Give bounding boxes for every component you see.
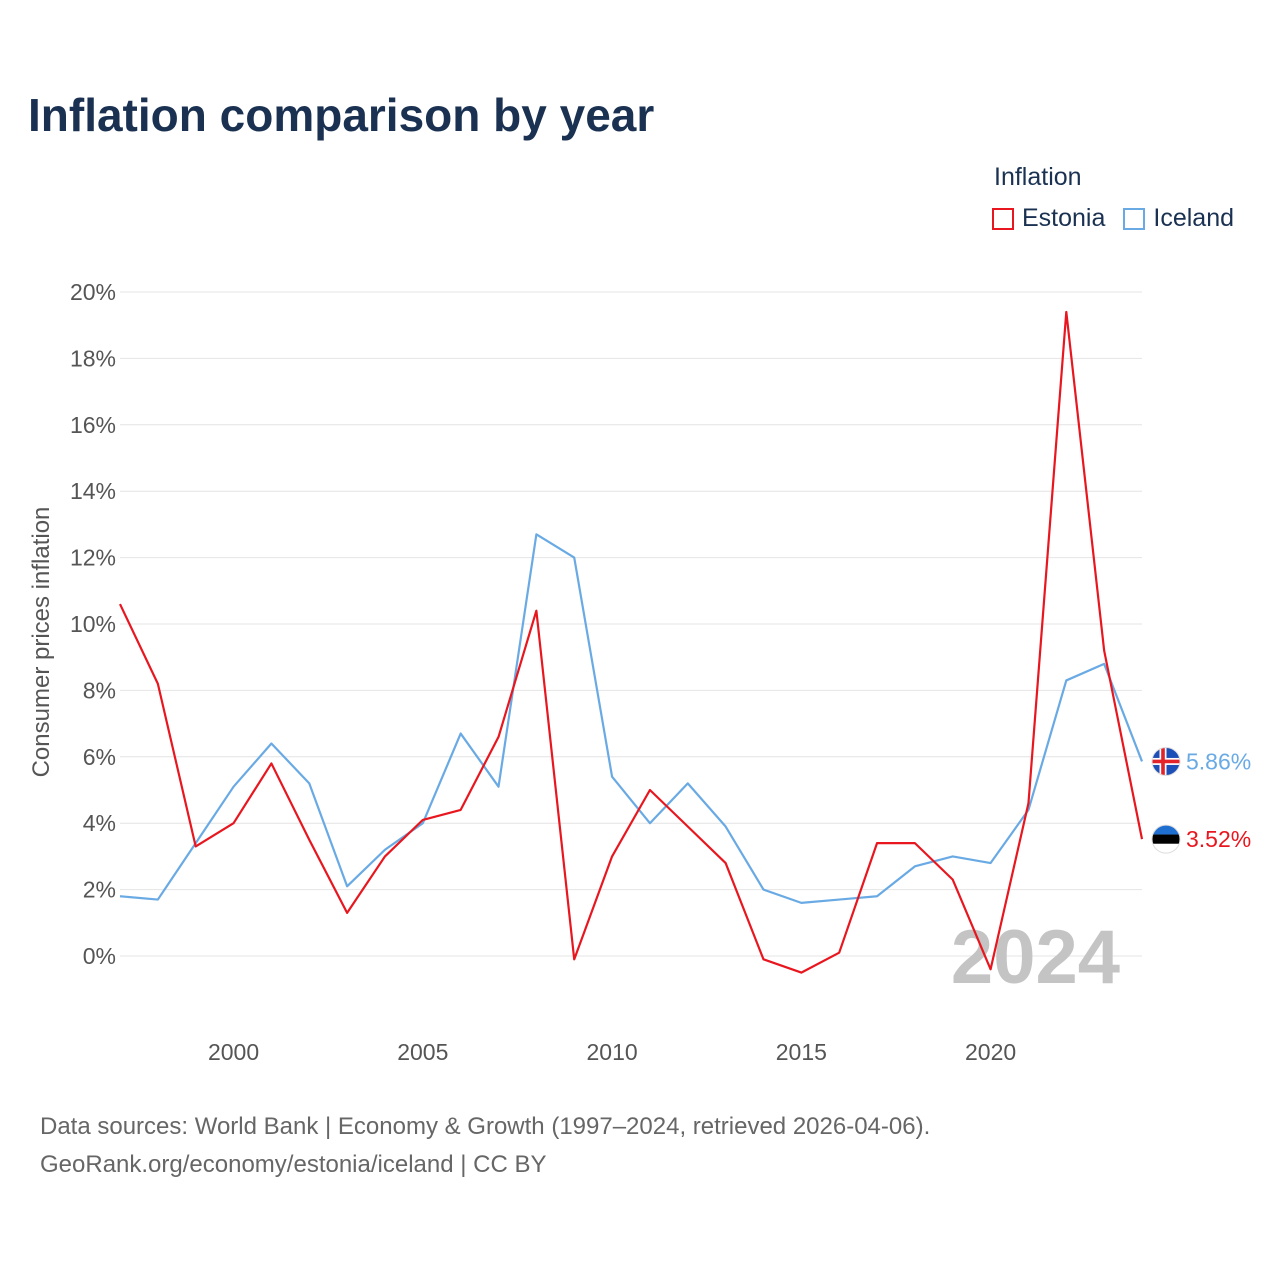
flag-iceland-border [1151,746,1181,776]
legend-swatch-estonia [992,207,1014,230]
y-tick-label: 12% [70,545,116,571]
flag-estonia-icon [1152,825,1180,854]
y-tick-label: 6% [83,744,116,770]
series-line-estonia [119,310,1144,974]
legend-label-estonia: Estonia [1022,204,1106,232]
y-tick-label: 16% [70,412,116,438]
y-tick-label: 14% [70,478,116,504]
chart-title: Inflation comparison by year [28,89,655,141]
end-value-label-iceland: 5.86% [1186,748,1251,774]
end-value-label-estonia: 3.52% [1186,826,1251,852]
legend-swatch-iceland [1123,207,1146,230]
x-tick-label: 2000 [208,1039,259,1065]
flag-iceland-icon [1152,747,1180,776]
x-tick-label: 2015 [776,1039,827,1065]
source-line-1: Data sources: World Bank | Economy & Gro… [40,1113,931,1140]
legend-label-iceland: Iceland [1153,204,1235,232]
x-tick-label: 2020 [965,1039,1016,1065]
legend-item-estonia[interactable]: Estonia [992,204,1105,233]
year-watermark: 2024 [951,915,1120,1000]
x-tick-label: 2010 [586,1039,637,1065]
line-chart: 0% 2% 4% 6% 8% 10% 12% 14% 16% 18% 20% 2000 2005 2010… [70,279,1251,1065]
flag-estonia-border [1151,824,1181,854]
y-tick-label: 20% [70,279,116,305]
x-tick-label: 2005 [397,1039,448,1065]
legend: Estonia Iceland [992,204,1252,233]
source-note: Data sources: World Bank | Economy & Gro… [40,1108,930,1184]
y-tick-label: 4% [83,810,116,836]
y-tick-label: 10% [70,611,116,637]
y-tick-label: 18% [70,345,116,371]
y-tick-label: 2% [83,877,116,903]
series-line-iceland [119,533,1144,904]
source-line-2: GeoRank.org/economy/estonia/iceland | CC… [40,1151,547,1178]
y-tick-label: 8% [83,677,116,703]
legend-item-iceland[interactable]: Iceland [1123,204,1234,233]
legend-title: Inflation [994,163,1082,191]
y-tick-label: 0% [83,943,116,969]
